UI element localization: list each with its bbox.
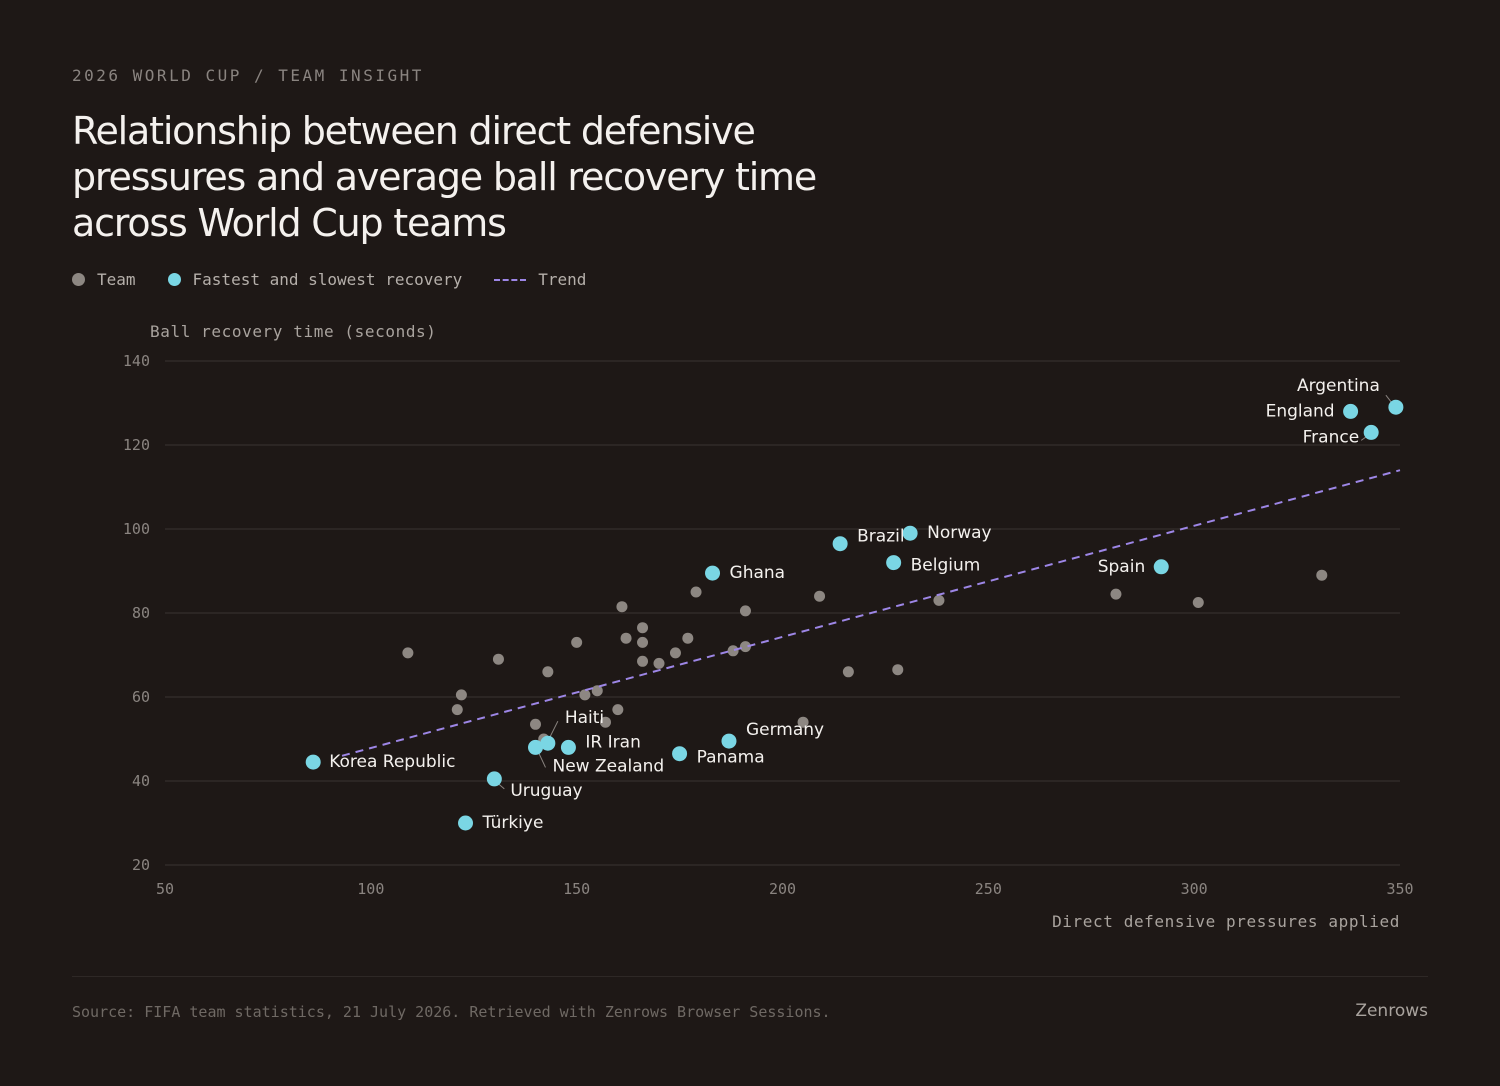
legend-trend-label: Trend	[538, 270, 587, 289]
team-label: France	[1303, 427, 1360, 447]
highlight-point	[672, 746, 688, 762]
legend-team-marker	[72, 273, 85, 286]
x-tick-label: 350	[1386, 880, 1413, 898]
footer-divider	[72, 976, 1428, 977]
team-point	[1110, 588, 1122, 600]
team-point	[637, 655, 649, 667]
team-point	[669, 647, 681, 659]
team-point	[727, 645, 739, 657]
label-leader-line	[549, 720, 559, 738]
highlight-point	[705, 565, 721, 581]
y-tick-label: 100	[123, 520, 150, 538]
team-point	[402, 647, 414, 659]
chart-title: Relationship between direct defensive pr…	[72, 109, 817, 245]
team-label: Uruguay	[510, 781, 582, 801]
x-tick-label: 300	[1181, 880, 1208, 898]
team-point	[892, 664, 904, 676]
team-label: Türkiye	[482, 813, 544, 833]
x-tick-label: 50	[156, 880, 174, 898]
y-tick-label: 140	[123, 352, 150, 370]
team-point	[599, 716, 611, 728]
x-tick-label: 100	[357, 880, 384, 898]
legend-team-label: Team	[97, 270, 136, 289]
y-axis-label: Ball recovery time (seconds)	[150, 322, 437, 341]
legend-trend-marker	[494, 278, 527, 281]
highlight-point	[560, 739, 576, 755]
team-point	[530, 718, 541, 730]
team-point	[612, 704, 624, 716]
team-point	[842, 666, 854, 678]
x-tick-label: 200	[769, 880, 796, 898]
x-axis-label: Direct defensive pressures applied	[1052, 912, 1400, 931]
team-label: Panama	[697, 748, 765, 768]
team-label: New Zealand	[553, 756, 665, 776]
team-label: Belgium	[911, 556, 981, 576]
y-tick-label: 20	[132, 856, 150, 874]
team-point	[797, 716, 809, 728]
team-label: Ghana	[730, 563, 786, 583]
legend: Team Fastest and slowest recovery Trend	[72, 270, 618, 289]
highlight-point	[305, 754, 321, 770]
brand-logo: Zenrows	[1355, 1001, 1428, 1021]
label-leader-line	[538, 752, 546, 768]
eyebrow: 2026 WORLD CUP / TEAM INSIGHT	[72, 66, 424, 85]
highlight-point	[1363, 424, 1379, 440]
team-point	[616, 601, 628, 613]
highlight-point	[540, 735, 556, 751]
team-point	[739, 605, 751, 617]
team-label: England	[1266, 401, 1335, 421]
team-point	[571, 636, 583, 648]
team-point	[1192, 597, 1204, 608]
team-point	[933, 594, 945, 606]
team-point	[637, 622, 649, 634]
team-point	[739, 641, 751, 653]
legend-item-trend: Trend	[494, 270, 586, 289]
legend-item-team: Team	[72, 270, 136, 289]
legend-highlight-label: Fastest and slowest recovery	[192, 270, 463, 289]
team-point	[637, 636, 649, 648]
x-tick-label: 250	[975, 880, 1002, 898]
team-label: Spain	[1098, 557, 1146, 577]
team-point	[579, 689, 591, 701]
highlight-point	[902, 525, 918, 541]
y-tick-label: 80	[132, 604, 150, 622]
highlight-point	[721, 733, 737, 749]
y-tick-label: 120	[123, 436, 150, 454]
team-point	[492, 653, 504, 665]
team-point	[620, 632, 632, 644]
team-point	[690, 586, 702, 598]
team-label: IR Iran	[585, 732, 640, 752]
team-label: Norway	[927, 523, 992, 543]
team-point	[455, 689, 467, 701]
team-label: Germany	[746, 720, 824, 740]
team-point	[682, 632, 694, 644]
highlight-point	[1388, 399, 1404, 415]
highlight-point	[1343, 403, 1359, 419]
y-tick-label: 40	[132, 772, 150, 790]
legend-highlight-marker	[167, 273, 181, 286]
team-label: Korea Republic	[329, 752, 455, 772]
source-note: Source: FIFA team statistics, 21 July 20…	[72, 1003, 831, 1021]
team-label: Argentina	[1297, 376, 1380, 396]
legend-item-highlight: Fastest and slowest recovery	[167, 270, 463, 289]
y-tick-label: 60	[132, 688, 150, 706]
team-point	[653, 657, 665, 669]
highlight-point	[1153, 559, 1169, 575]
team-point	[542, 666, 554, 678]
team-point	[1316, 569, 1328, 581]
team-point	[814, 590, 826, 602]
team-label: Brazil	[857, 527, 904, 547]
highlight-point	[528, 739, 543, 755]
highlight-point	[486, 771, 502, 787]
trend-line	[341, 469, 1401, 757]
highlight-point	[458, 815, 474, 831]
highlight-point	[886, 555, 902, 571]
team-label: Haiti	[565, 708, 604, 728]
team-point	[591, 685, 603, 697]
highlight-point	[832, 536, 848, 552]
x-tick-label: 150	[563, 880, 590, 898]
team-point	[451, 704, 463, 716]
